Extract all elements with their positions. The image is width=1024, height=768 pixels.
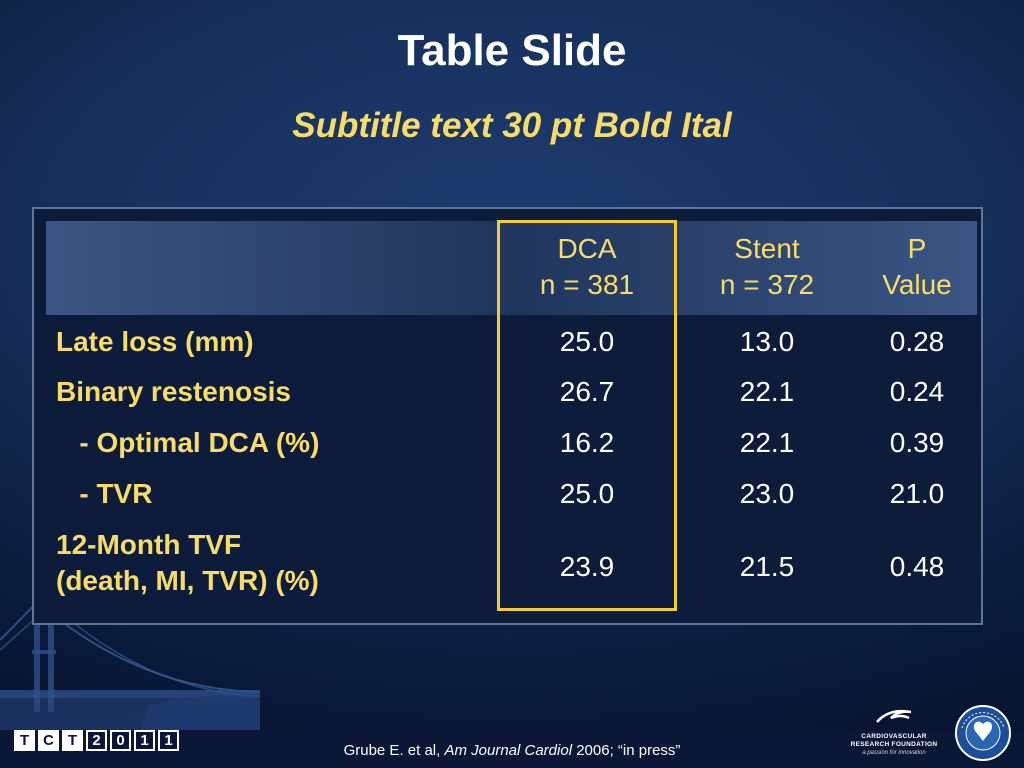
col-header-pvalue-line2: Value — [882, 269, 952, 300]
col-header-dca-line2: n = 381 — [539, 269, 635, 300]
row-label-12-month-tvf-line2: (death, MI, TVR) (%) — [56, 565, 319, 596]
cell-tvr-p: 21.0 — [889, 478, 945, 509]
cell-12-month-tvf-dca: 23.9 — [559, 551, 615, 582]
cell-late-loss-dca: 25.0 — [559, 326, 615, 357]
bridge-image — [0, 600, 260, 730]
tct-logo-digit: 1 — [134, 730, 155, 751]
col-header-dca-line1: DCA — [557, 233, 617, 264]
cell-12-month-tvf-p: 0.48 — [889, 551, 945, 582]
tct-2011-logo: T C T 2 0 1 1 — [14, 730, 179, 751]
tct-logo-digit: 1 — [158, 730, 179, 751]
row-label-optimal-dca: - Optimal DCA (%) — [56, 427, 320, 458]
cell-binary-restenosis-p: 0.24 — [889, 376, 945, 407]
col-header-stent-line1: Stent — [734, 233, 800, 264]
row-label-binary-restenosis: Binary restenosis — [56, 376, 291, 407]
crf-swoosh-icon — [876, 709, 912, 723]
data-table: DCA n = 381 Stent n = 372 P Value Late l… — [32, 207, 983, 625]
col-header-pvalue: P Value — [857, 231, 977, 303]
tct-logo-letter: T — [14, 730, 35, 751]
acc-seal-icon — [955, 705, 1011, 761]
row-label-12-month-tvf-line1: 12-Month TVF — [56, 529, 242, 560]
tct-logo-digit: 0 — [110, 730, 131, 751]
cell-12-month-tvf-stent: 21.5 — [739, 551, 795, 582]
crf-name-line2: RESEARCH FOUNDATION — [850, 741, 938, 748]
tct-logo-letter: T — [62, 730, 83, 751]
col-header-dca: DCA n = 381 — [497, 231, 677, 303]
crf-name-line1: CARDIOVASCULAR — [861, 733, 927, 740]
table-header-band — [46, 221, 977, 315]
slide-title: Table Slide — [397, 26, 627, 75]
cell-tvr-dca: 25.0 — [559, 478, 615, 509]
cell-optimal-dca-p: 0.39 — [889, 427, 945, 458]
cell-optimal-dca-stent: 22.1 — [739, 427, 795, 458]
cell-late-loss-stent: 13.0 — [739, 326, 795, 357]
col-header-pvalue-line1: P — [907, 233, 927, 264]
cell-binary-restenosis-dca: 26.7 — [559, 376, 615, 407]
row-label-tvr: - TVR — [56, 478, 153, 509]
row-label-12-month-tvf: 12-Month TVF (death, MI, TVR) (%) — [56, 527, 319, 599]
tct-logo-letter: C — [38, 730, 59, 751]
citation-rest: 2006; “in press” — [576, 742, 681, 759]
citation-journal: Am Journal Cardiol — [444, 742, 573, 759]
cell-optimal-dca-dca: 16.2 — [559, 427, 615, 458]
cell-binary-restenosis-stent: 22.1 — [739, 376, 795, 407]
citation-authors: Grube E. et al, — [343, 742, 441, 759]
tct-logo-digit: 2 — [86, 730, 107, 751]
crf-tagline: a passion for innovation — [862, 750, 926, 756]
slide-subtitle: Subtitle text 30 pt Bold Ital — [292, 106, 732, 145]
crf-logo: CARDIOVASCULAR RESEARCH FOUNDATION a pas… — [848, 706, 940, 762]
cell-tvr-stent: 23.0 — [739, 478, 795, 509]
citation: Grube E. et al, Am Journal Cardiol 2006;… — [0, 742, 1024, 759]
row-label-late-loss: Late loss (mm) — [56, 326, 254, 357]
cell-late-loss-p: 0.28 — [889, 326, 945, 357]
col-header-stent: Stent n = 372 — [677, 231, 857, 303]
col-header-stent-line2: n = 372 — [719, 269, 815, 300]
dca-highlight-box — [497, 220, 677, 611]
